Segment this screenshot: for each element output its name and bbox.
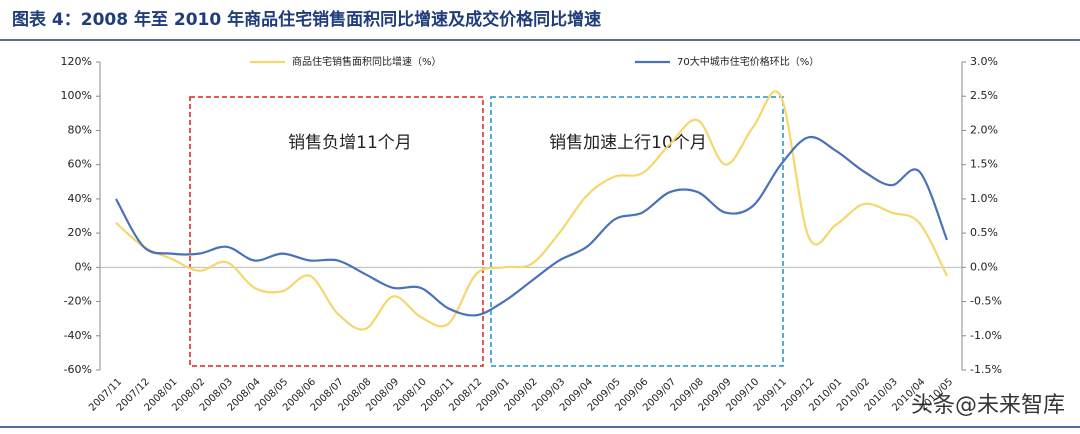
y2-tick-label: 2.5% [970,89,998,102]
y2-tick-label: 2.0% [970,123,998,136]
legend-label: 70大中城市住宅价格环比（%） [677,55,819,68]
y-tick-label: 40% [68,192,92,205]
y-tick-label: 100% [61,89,92,102]
y2-tick-label: 0.0% [970,260,998,273]
series-line [115,135,949,317]
y2-tick-label: -1.5% [970,363,1002,376]
y-tick-label: 120% [61,55,92,68]
y2-tick-label: 1.0% [970,192,998,205]
y2-tick-label: -0.5% [970,295,1002,308]
annotation-box [490,96,784,367]
annotation-box [189,96,484,367]
y-tick-label: 80% [68,123,92,136]
y-tick-label: 60% [68,158,92,171]
y2-tick-label: -1.0% [970,329,1002,342]
y-tick-label: -20% [64,295,92,308]
watermark: 头条@未来智库 [911,393,1065,418]
series-line [115,90,948,331]
y2-tick-label: 1.5% [970,158,998,171]
y-tick-label: 0% [75,260,92,273]
y-tick-label: -60% [64,363,92,376]
chart-title: 图表 4：2008 年至 2010 年商品住宅销售面积同比增速及成交价格同比增速 [12,9,601,30]
annotation: 销售加速上行10个月 [549,133,707,153]
legend-label: 商品住宅销售面积同比增速（%） [292,55,442,68]
y2-tick-label: 3.0% [970,55,998,68]
y-tick-label: 20% [68,226,92,239]
y-tick-label: -40% [64,329,92,342]
annotation: 销售负增11个月 [288,133,412,153]
y2-tick-label: 0.5% [970,226,998,239]
